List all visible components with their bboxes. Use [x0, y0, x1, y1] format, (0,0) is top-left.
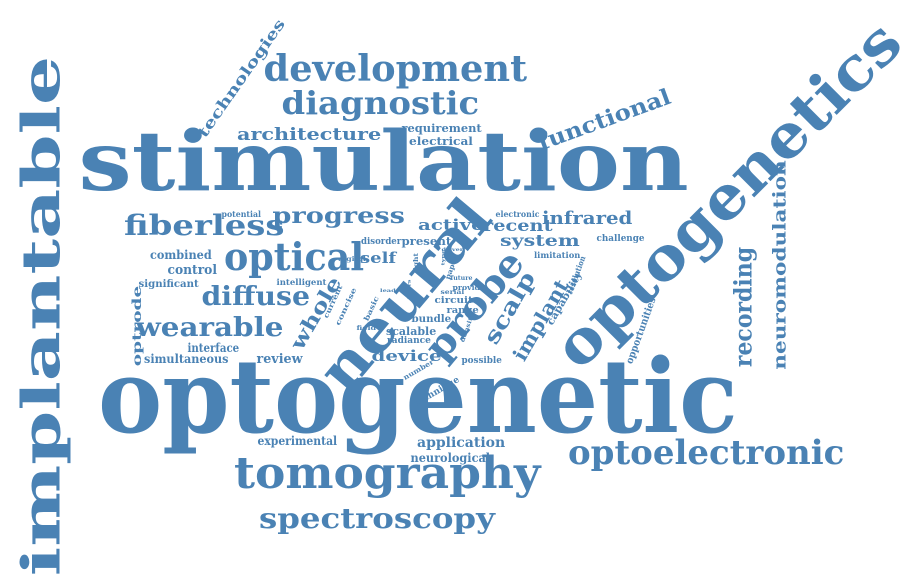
word-neurological: neurological — [409, 451, 490, 465]
word-device: device — [370, 346, 442, 365]
word-potential: potential — [220, 209, 261, 219]
word-digital: digital — [338, 256, 366, 263]
word-possible: possible — [460, 355, 502, 366]
word-radiance: radiance — [387, 335, 431, 346]
word-implantable: implantable — [11, 55, 73, 577]
word-control: control — [166, 262, 217, 278]
word-system: system — [500, 231, 580, 250]
word-circuit: circuit — [433, 295, 473, 306]
word-provide: provide — [451, 282, 485, 292]
word-application: application — [417, 435, 506, 451]
word-diagnostic: diagnostic — [280, 84, 479, 122]
word-recording: recording — [728, 246, 758, 368]
word-driver: driver — [441, 246, 463, 253]
word-combined: combined — [150, 248, 212, 262]
word-significant: significant — [137, 279, 199, 290]
word-experimental: experimental — [256, 434, 337, 448]
word-electrical: electrical — [409, 134, 473, 148]
word-recent: recent — [483, 216, 553, 235]
word-disorder: disorder — [361, 236, 402, 247]
word-spectroscopy: spectroscopy — [258, 502, 495, 535]
word-active: active — [418, 215, 484, 234]
word-stimulation: stimulation — [78, 114, 689, 210]
word-field: field — [356, 325, 376, 332]
word-optogenetic: optogenetic — [97, 337, 738, 457]
word-serial: serial — [440, 289, 464, 296]
word-optoelectronic: optoelectronic — [568, 433, 845, 473]
word-tomography: tomography — [233, 448, 541, 499]
word-architecture: architecture — [237, 124, 382, 145]
word-wearable: wearable — [134, 313, 283, 343]
word-interface: interface — [186, 341, 239, 355]
word-electronic: electronic — [494, 209, 540, 219]
word-lead: lead — [380, 287, 396, 294]
word-infrared: infrared — [541, 208, 633, 229]
word-optrode: optrode — [130, 285, 145, 367]
word-intelligent: intelligent — [275, 277, 326, 287]
word-diffuse: diffuse — [200, 282, 310, 312]
word-scalable: scalable — [386, 324, 437, 338]
word-requirement: requirement — [400, 121, 482, 135]
word-progress: progress — [271, 203, 405, 229]
word-light: light — [412, 253, 420, 273]
word-bundle: bundle — [410, 314, 451, 325]
word-range: range — [445, 305, 479, 316]
word-fiberless: fiberless — [123, 209, 285, 242]
word-neuromodulation: neuromodulation — [768, 160, 790, 370]
word-review: review — [255, 351, 303, 367]
word-challenge: challenge — [595, 233, 644, 244]
word-future: future — [449, 275, 473, 282]
word-simultaneous: simultaneous — [144, 352, 229, 366]
word-present: present — [401, 234, 451, 248]
word-limitation: limitation — [534, 250, 581, 260]
word-development: development — [263, 48, 527, 90]
word-self: self — [359, 248, 397, 267]
word-fibers: fibers — [406, 279, 413, 299]
word-optical: optical — [223, 234, 365, 279]
